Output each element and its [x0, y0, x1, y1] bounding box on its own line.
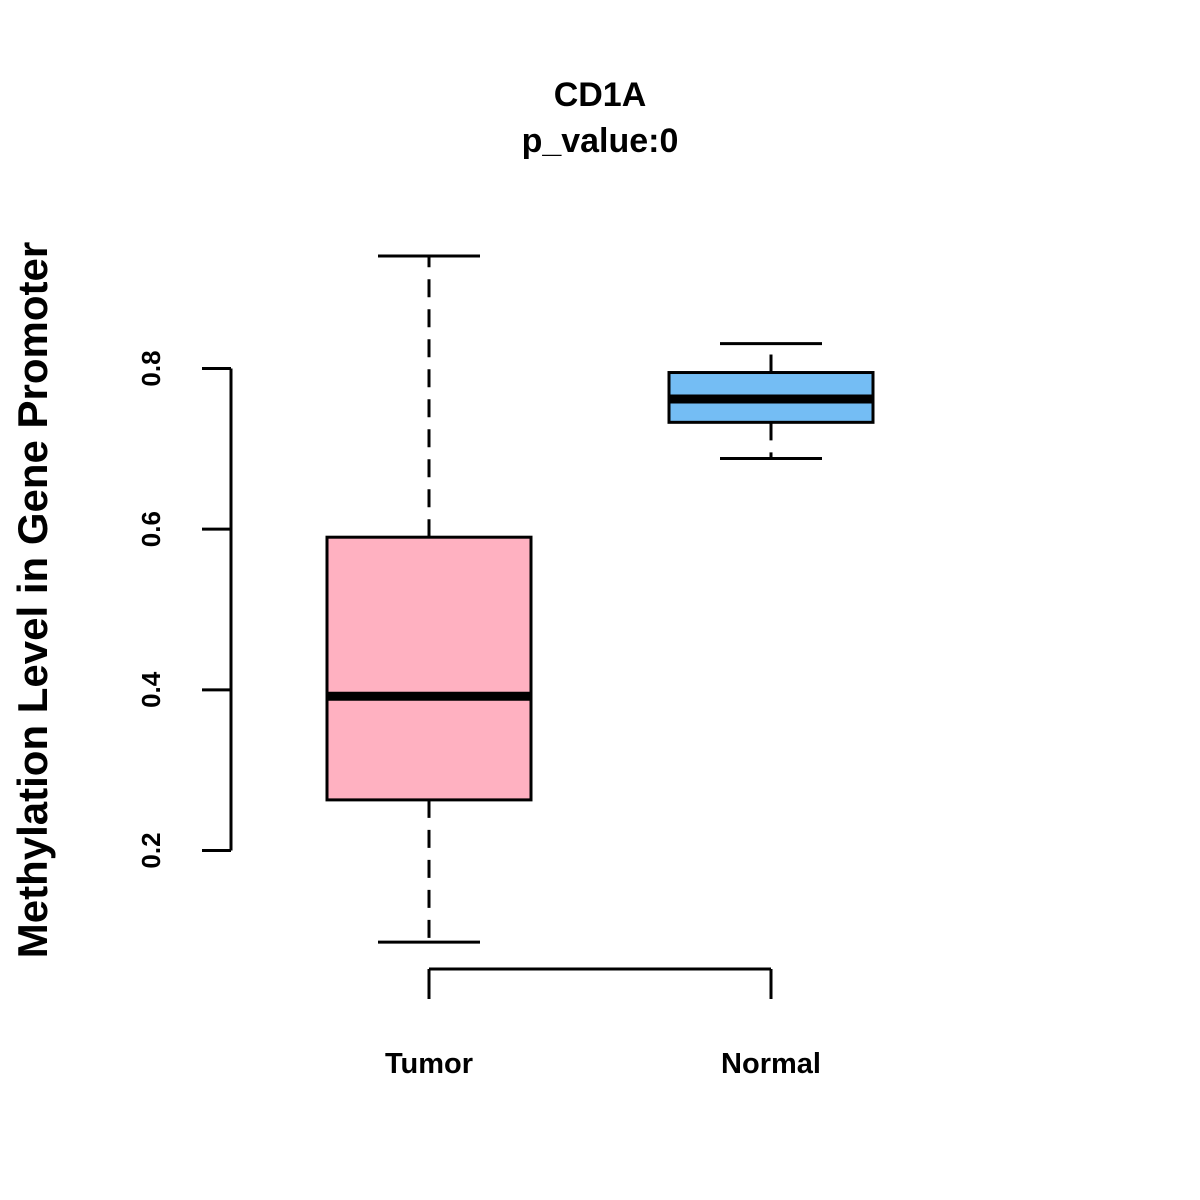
x-tick-label: Normal — [721, 1048, 821, 1080]
box-tumor — [325, 254, 533, 944]
x-axis: Tumor Normal — [385, 967, 821, 1080]
chart-title: CD1A — [554, 76, 647, 114]
y-tick-label: 0.4 — [136, 671, 166, 708]
chart-subtitle: p_value:0 — [522, 122, 679, 160]
y-tick-label: 0.6 — [136, 511, 166, 547]
box-group — [325, 254, 875, 944]
y-tick-label: 0.8 — [136, 350, 166, 386]
iqr-box — [325, 535, 533, 802]
x-tick-label: Tumor — [385, 1048, 473, 1080]
y-tick-label: 0.2 — [136, 832, 166, 868]
y-axis-label: Methylation Level in Gene Promoter — [9, 242, 56, 958]
box-normal — [667, 342, 875, 460]
y-axis: 0.2 0.4 0.6 0.8 — [136, 350, 233, 869]
